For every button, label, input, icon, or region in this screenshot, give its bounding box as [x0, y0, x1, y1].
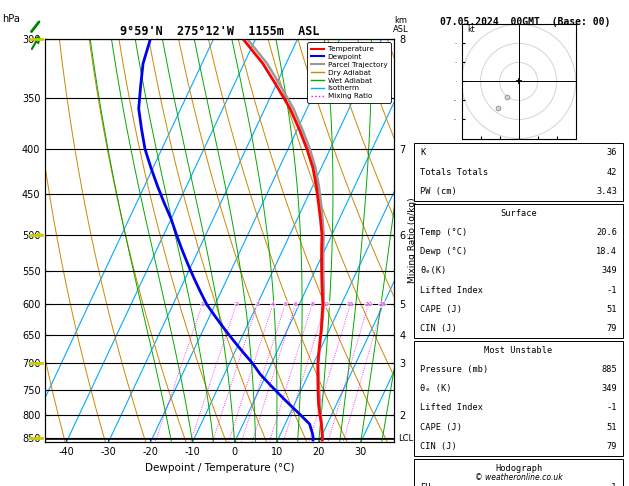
Text: hPa: hPa [2, 15, 19, 24]
Text: θₑ(K): θₑ(K) [420, 266, 447, 276]
Bar [414, 204, 623, 338]
Text: 349: 349 [601, 266, 617, 276]
Text: 36: 36 [606, 148, 617, 157]
Text: 51: 51 [606, 423, 617, 432]
Text: 42: 42 [606, 168, 617, 177]
Text: kt: kt [467, 25, 475, 34]
Text: Totals Totals: Totals Totals [420, 168, 488, 177]
Text: Lifted Index: Lifted Index [420, 286, 483, 295]
Text: 15: 15 [347, 302, 354, 307]
Text: 10: 10 [321, 302, 330, 307]
Text: -1: -1 [606, 286, 617, 295]
Text: CIN (J): CIN (J) [420, 442, 457, 451]
Text: km
ASL: km ASL [393, 16, 408, 34]
Text: 25: 25 [379, 302, 387, 307]
Text: LCL: LCL [398, 434, 413, 443]
Text: CAPE (J): CAPE (J) [420, 423, 462, 432]
Text: 8: 8 [310, 302, 314, 307]
Title: 9°59'N  275°12'W  1155m  ASL: 9°59'N 275°12'W 1155m ASL [120, 25, 320, 38]
X-axis label: Dewpoint / Temperature (°C): Dewpoint / Temperature (°C) [145, 463, 294, 473]
Text: 18.4: 18.4 [596, 247, 617, 256]
Text: 349: 349 [601, 384, 617, 393]
Text: CAPE (J): CAPE (J) [420, 305, 462, 314]
Text: 4: 4 [271, 302, 275, 307]
Text: EH: EH [420, 483, 431, 486]
Text: PW (cm): PW (cm) [420, 187, 457, 196]
Text: 3.43: 3.43 [596, 187, 617, 196]
Text: Most Unstable: Most Unstable [484, 346, 553, 355]
Text: 79: 79 [606, 324, 617, 333]
Text: 2: 2 [235, 302, 238, 307]
Bar [414, 459, 623, 486]
Text: -1: -1 [606, 403, 617, 413]
Text: 3: 3 [255, 302, 259, 307]
Text: 885: 885 [601, 365, 617, 374]
Text: Hodograph: Hodograph [495, 464, 542, 473]
Text: Temp (°C): Temp (°C) [420, 228, 467, 237]
Text: 51: 51 [606, 305, 617, 314]
Text: © weatheronline.co.uk: © weatheronline.co.uk [475, 473, 563, 482]
Text: 5: 5 [283, 302, 287, 307]
Text: 20: 20 [364, 302, 372, 307]
Text: 6: 6 [294, 302, 298, 307]
Text: Lifted Index: Lifted Index [420, 403, 483, 413]
Bar [414, 143, 623, 201]
Text: K: K [420, 148, 425, 157]
Text: CIN (J): CIN (J) [420, 324, 457, 333]
Text: Dewp (°C): Dewp (°C) [420, 247, 467, 256]
Text: 79: 79 [606, 442, 617, 451]
Text: 20.6: 20.6 [596, 228, 617, 237]
Text: Pressure (mb): Pressure (mb) [420, 365, 488, 374]
Text: θₑ (K): θₑ (K) [420, 384, 452, 393]
Legend: Temperature, Dewpoint, Parcel Trajectory, Dry Adiabat, Wet Adiabat, Isotherm, Mi: Temperature, Dewpoint, Parcel Trajectory… [308, 42, 391, 103]
Bar [414, 341, 623, 456]
Y-axis label: Mixing Ratio (g/kg): Mixing Ratio (g/kg) [408, 198, 417, 283]
Text: 07.05.2024  00GMT  (Base: 00): 07.05.2024 00GMT (Base: 00) [440, 17, 610, 27]
Text: -1: -1 [606, 483, 617, 486]
Text: 1: 1 [201, 302, 204, 307]
Text: Surface: Surface [500, 209, 537, 218]
